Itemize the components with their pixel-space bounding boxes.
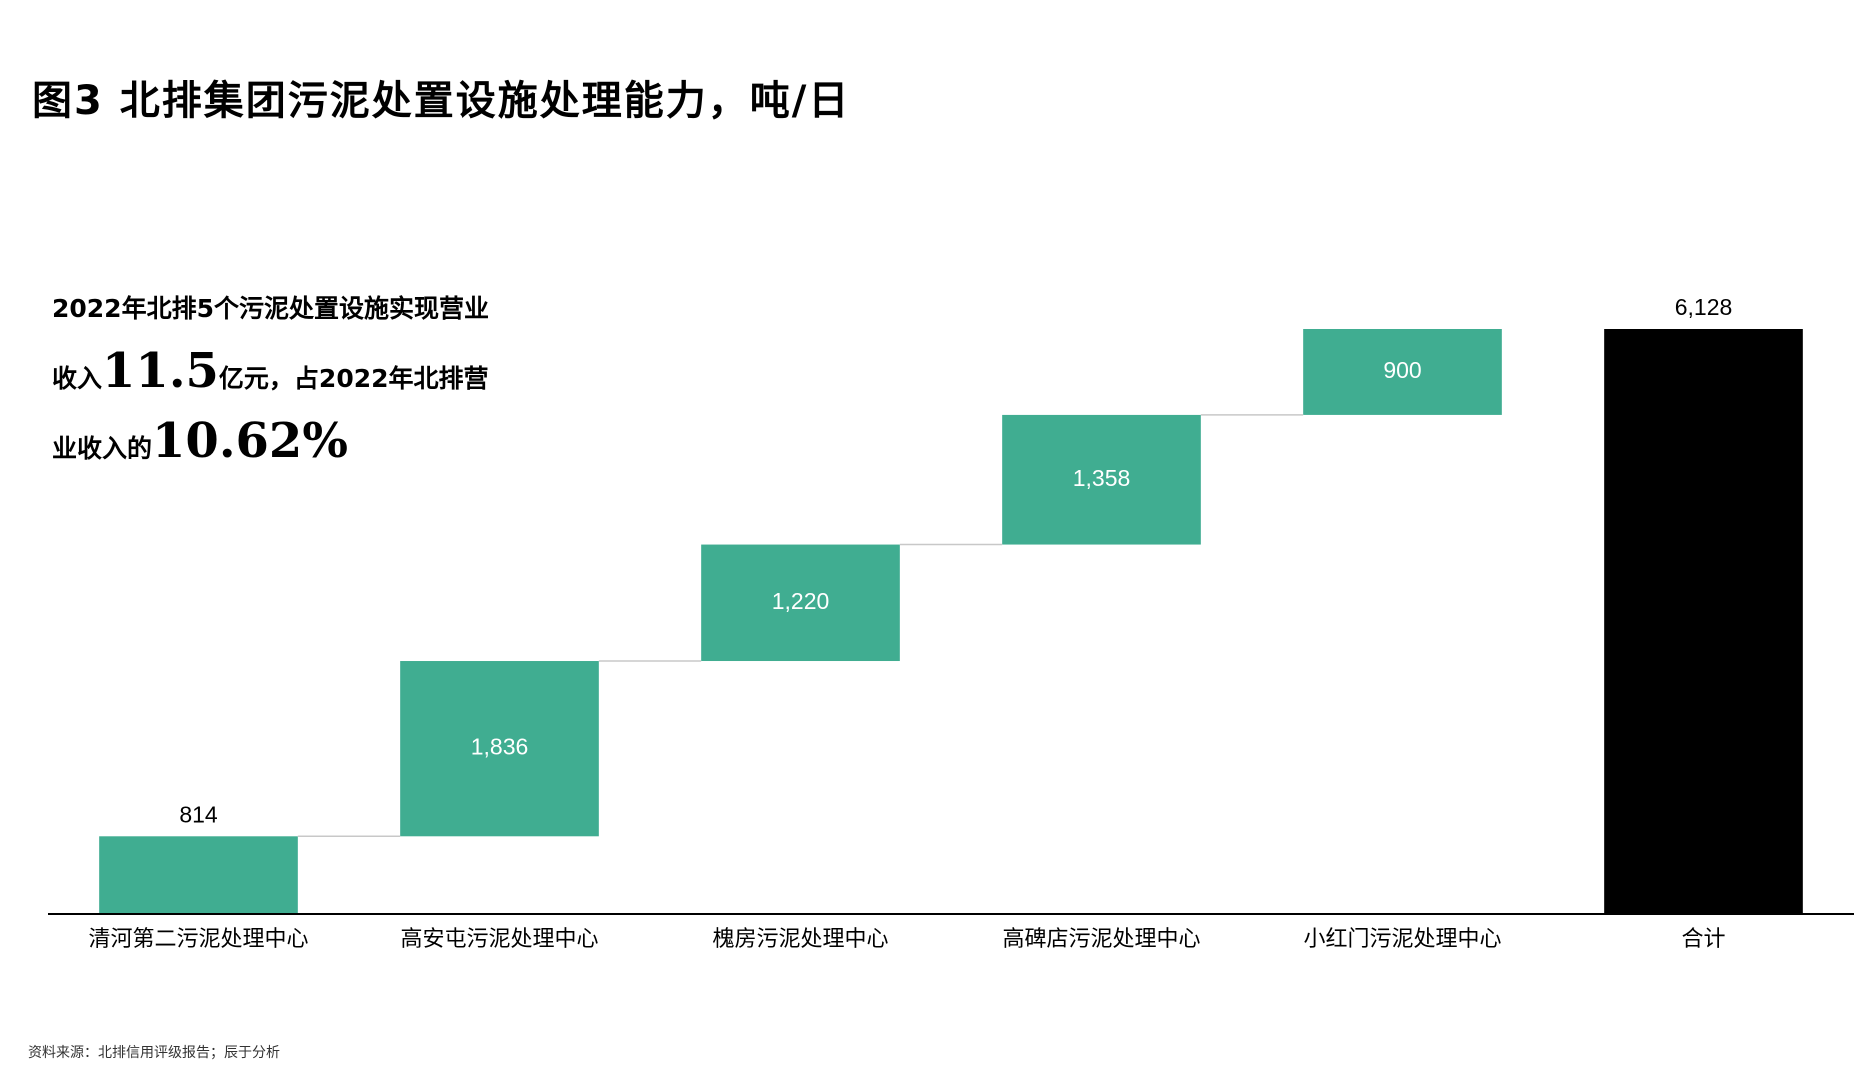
data-label: 6,128	[1675, 294, 1733, 320]
x-tick-label: 槐房污泥处理中心	[712, 926, 888, 951]
x-tick-label: 高安屯污泥处理中心	[400, 926, 598, 951]
x-tick-label: 清河第二污泥处理中心	[88, 926, 308, 951]
bar	[701, 544, 900, 662]
bar	[99, 836, 298, 914]
data-label: 1,220	[772, 588, 830, 614]
annotation-text: 业收入的	[52, 434, 153, 463]
data-label: 900	[1383, 357, 1421, 383]
annotation-line: 业收入的10.62%	[52, 410, 489, 480]
x-tick-label: 高碑店污泥处理中心	[1002, 926, 1200, 951]
annotation-highlight: 11.5	[102, 343, 219, 399]
annotation-text: 收入	[52, 364, 103, 393]
data-label: 814	[179, 801, 218, 827]
source-note: 资料来源：北排信用评级报告；辰于分析	[28, 1045, 280, 1061]
annotation-text: 亿元，占2022年北排营	[218, 364, 489, 393]
total-bar	[1604, 329, 1803, 914]
bar	[1303, 329, 1502, 415]
chart-title: 图3 北排集团污泥处置设施处理能力，吨/日	[32, 78, 851, 124]
annotation-line: 2022年北排5个污泥处置设施实现营业	[52, 294, 489, 323]
bar	[1002, 414, 1201, 545]
data-label: 1,358	[1073, 465, 1131, 491]
annotation-highlight: 10.62%	[152, 413, 348, 469]
annotation: 2022年北排5个污泥处置设施实现营业 收入11.5亿元，占2022年北排营 业…	[52, 278, 489, 480]
x-tick-label: 小红门污泥处理中心	[1303, 926, 1501, 951]
annotation-line: 收入11.5亿元，占2022年北排营	[52, 340, 489, 410]
x-tick-label: 合计	[1681, 926, 1725, 951]
data-label: 1,836	[471, 734, 529, 760]
bar	[400, 661, 599, 837]
